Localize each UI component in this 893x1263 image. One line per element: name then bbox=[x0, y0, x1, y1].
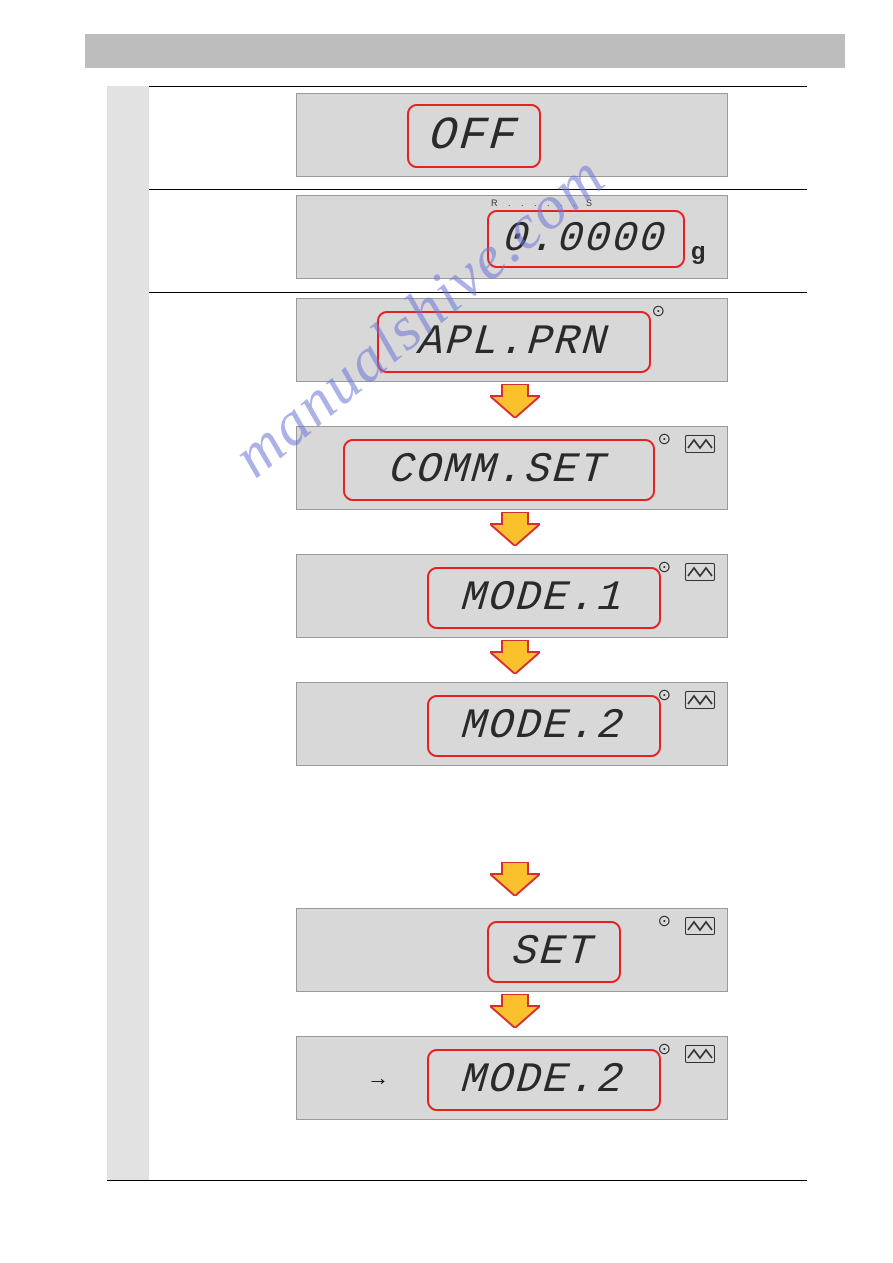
lcd-highlight-box: MODE.1 bbox=[427, 567, 661, 629]
lcd-panel-p2: 0.0000 g R . . . . . . S bbox=[296, 195, 728, 279]
antenna-icon: ⊙ bbox=[658, 557, 671, 577]
lcd-text: MODE.2 bbox=[460, 702, 627, 750]
antenna-icon: ⊙ bbox=[658, 685, 671, 705]
rule bbox=[107, 189, 807, 190]
lcd-text: MODE.2 bbox=[460, 1056, 627, 1104]
unit-label: g bbox=[691, 238, 706, 266]
wave-badge-icon bbox=[685, 1045, 715, 1063]
lcd-panel-p4: COMM.SET ⊙ bbox=[296, 426, 728, 510]
scale-annotation: R . . . . . . S bbox=[491, 198, 596, 208]
antenna-icon: ⊙ bbox=[658, 429, 671, 449]
lcd-panel-p7: SET ⊙ bbox=[296, 908, 728, 992]
wave-badge-icon bbox=[685, 917, 715, 935]
right-arrow-icon: → bbox=[367, 1065, 389, 1091]
down-arrow-icon bbox=[490, 862, 540, 896]
lcd-panel-p8: MODE.2 ⊙ → bbox=[296, 1036, 728, 1120]
down-arrow-icon bbox=[490, 994, 540, 1028]
lcd-highlight-box: APL.PRN bbox=[377, 311, 651, 373]
left-column-cell bbox=[107, 189, 149, 292]
lcd-highlight-box: OFF bbox=[407, 104, 541, 168]
rule bbox=[107, 292, 807, 293]
lcd-panel-p1: OFF bbox=[296, 93, 728, 177]
antenna-icon: ⊙ bbox=[658, 1039, 671, 1059]
wave-badge-icon bbox=[685, 435, 715, 453]
lcd-panel-p3: APL.PRN ⊙ bbox=[296, 298, 728, 382]
down-arrow-icon bbox=[490, 384, 540, 418]
wave-badge-icon bbox=[685, 563, 715, 581]
lcd-highlight-box: 0.0000 bbox=[487, 210, 685, 268]
page: OFF 0.0000 g R . . . . . . S APL.PRN ⊙ COMM.S… bbox=[0, 0, 893, 1263]
lcd-text: MODE.1 bbox=[460, 574, 627, 622]
lcd-text: OFF bbox=[427, 110, 520, 162]
lcd-highlight-box: SET bbox=[487, 921, 621, 983]
lcd-panel-p6: MODE.2 ⊙ bbox=[296, 682, 728, 766]
wave-badge-icon bbox=[685, 691, 715, 709]
down-arrow-icon bbox=[490, 512, 540, 546]
down-arrow-icon bbox=[490, 640, 540, 674]
rule bbox=[107, 86, 807, 87]
antenna-icon: ⊙ bbox=[652, 301, 665, 321]
lcd-text: SET bbox=[511, 928, 597, 976]
lcd-highlight-box: COMM.SET bbox=[343, 439, 655, 501]
lcd-highlight-box: MODE.2 bbox=[427, 1049, 661, 1111]
left-column-cell bbox=[107, 292, 149, 1180]
lcd-highlight-box: MODE.2 bbox=[427, 695, 661, 757]
lcd-panel-p5: MODE.1 ⊙ bbox=[296, 554, 728, 638]
header-gray-band bbox=[85, 34, 845, 68]
rule bbox=[107, 1180, 807, 1181]
lcd-text: 0.0000 bbox=[502, 215, 669, 263]
lcd-text: APL.PRN bbox=[417, 318, 612, 366]
lcd-text: COMM.SET bbox=[388, 446, 610, 494]
antenna-icon: ⊙ bbox=[658, 911, 671, 931]
left-column-cell bbox=[107, 86, 149, 189]
